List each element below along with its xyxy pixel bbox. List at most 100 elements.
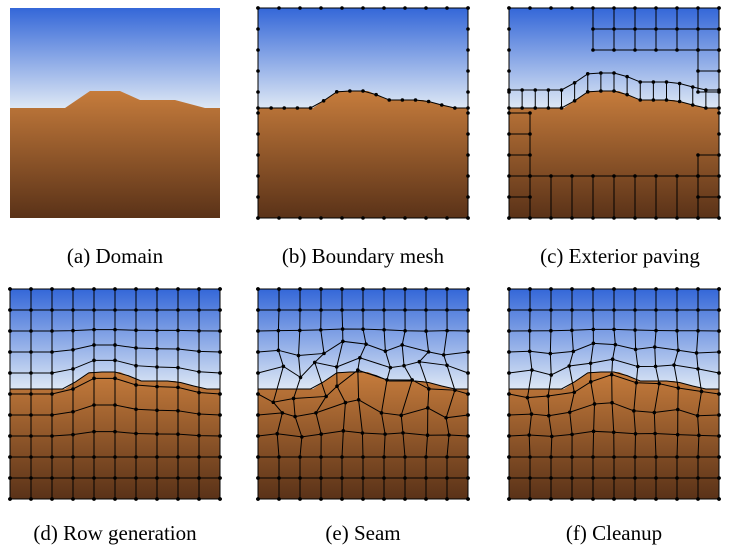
mesh-node	[717, 132, 721, 136]
mesh-node	[696, 367, 700, 371]
mesh-node	[466, 413, 470, 417]
mesh-node	[636, 365, 640, 369]
caption: (b) Boundary mesh	[282, 244, 445, 268]
mesh-node	[611, 357, 615, 361]
mesh-node	[526, 396, 530, 400]
mesh-node	[297, 354, 301, 358]
mesh-node	[654, 287, 658, 291]
mesh-node	[533, 106, 537, 110]
mesh-node	[612, 430, 616, 434]
mesh-node	[314, 411, 318, 415]
mesh-node	[717, 287, 721, 291]
mesh-node	[570, 433, 574, 437]
mesh-node	[528, 476, 532, 480]
mesh-node	[696, 174, 700, 178]
mesh-node	[71, 387, 75, 391]
mesh-node	[382, 476, 386, 480]
mesh-node	[282, 106, 286, 110]
mesh-node	[319, 328, 323, 332]
mesh-node	[256, 132, 260, 136]
mesh-node	[572, 391, 576, 395]
mesh-node	[549, 373, 553, 377]
mesh-node	[319, 476, 323, 480]
mesh-node	[319, 432, 323, 436]
mesh-node	[399, 414, 403, 418]
mesh-node	[466, 6, 470, 10]
mesh-node	[570, 328, 574, 332]
mesh-node	[113, 308, 117, 312]
mesh-node	[92, 343, 96, 347]
mesh-node	[256, 174, 260, 178]
mesh-node	[696, 69, 700, 73]
mesh-node	[389, 366, 393, 370]
mesh-node	[277, 329, 281, 333]
mesh-node	[218, 455, 222, 459]
mesh-node	[717, 434, 721, 438]
mesh-node	[507, 455, 511, 459]
mesh-node	[340, 476, 344, 480]
mesh-node	[549, 352, 553, 356]
mesh-node	[717, 106, 721, 110]
mesh-node	[717, 371, 721, 375]
mesh-node	[300, 435, 304, 439]
mesh-node	[384, 349, 388, 353]
mesh-node	[633, 328, 637, 332]
mesh-node	[507, 308, 511, 312]
mesh-node	[676, 386, 680, 390]
mesh-node	[403, 455, 407, 459]
mesh-node	[176, 386, 180, 390]
mesh-node	[528, 308, 532, 312]
mesh-node	[176, 432, 180, 436]
mesh-node	[591, 476, 595, 480]
mesh-node	[570, 174, 574, 178]
mesh-node	[357, 398, 361, 402]
mesh-node	[71, 287, 75, 291]
mesh-node	[218, 371, 222, 375]
mesh-node	[298, 497, 302, 501]
mesh-node	[319, 497, 323, 501]
mesh-node	[567, 364, 571, 368]
mesh-node	[71, 329, 75, 333]
mesh-node	[50, 455, 54, 459]
mesh-node	[547, 414, 551, 418]
mesh-node	[591, 328, 595, 332]
mesh-node	[633, 455, 637, 459]
mesh-node	[401, 431, 405, 435]
mesh-node	[466, 69, 470, 73]
mesh-node	[29, 413, 33, 417]
mesh-node	[8, 287, 12, 291]
mesh-node	[612, 287, 616, 291]
mesh-node	[653, 411, 657, 415]
mesh-node	[466, 308, 470, 312]
mesh-node	[507, 329, 511, 333]
mesh-node	[197, 391, 201, 395]
mesh-node	[313, 361, 317, 365]
mesh-node	[697, 434, 701, 438]
mesh-node	[675, 48, 679, 52]
mesh-node	[466, 371, 470, 375]
mesh-node	[176, 409, 180, 413]
mesh-node	[275, 432, 279, 436]
mesh-node	[717, 413, 721, 417]
mesh-node	[340, 216, 344, 220]
mesh-node	[176, 366, 180, 370]
mesh-node	[8, 308, 12, 312]
mesh-node	[256, 455, 260, 459]
mesh-node	[218, 287, 222, 291]
mesh-node	[71, 410, 75, 414]
mesh-node	[625, 93, 629, 97]
mesh-node	[319, 6, 323, 10]
mesh-node	[591, 308, 595, 312]
mesh-node	[71, 348, 75, 352]
mesh-node	[654, 476, 658, 480]
mesh-node	[113, 287, 117, 291]
mesh-node	[591, 497, 595, 501]
mesh-node	[675, 329, 679, 333]
mesh-node	[612, 48, 616, 52]
mesh-node	[92, 497, 96, 501]
mesh-node	[696, 287, 700, 291]
mesh-node	[113, 455, 117, 459]
mesh-node	[507, 287, 511, 291]
mesh-node	[176, 347, 180, 351]
mesh-node	[675, 455, 679, 459]
